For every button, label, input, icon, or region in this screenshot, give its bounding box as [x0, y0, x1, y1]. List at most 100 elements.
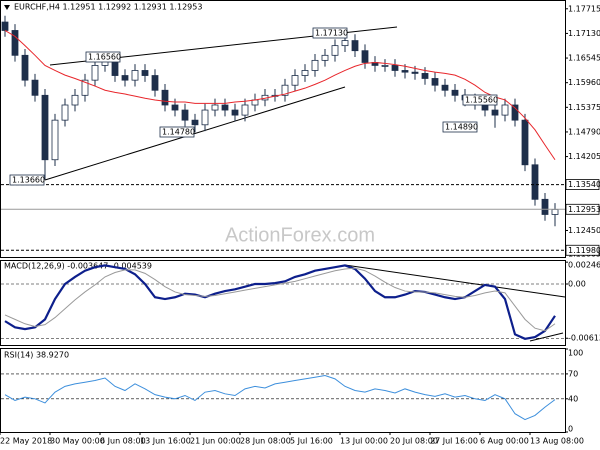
- y-tick-label: 1.17715: [568, 4, 600, 13]
- annotation-box: [462, 94, 498, 106]
- candle-body: [161, 89, 169, 106]
- x-tick-label: 21 Jun 00:00: [190, 437, 241, 446]
- current-price-box: [565, 203, 600, 215]
- x-tick-label: 5 Jul 16:00: [290, 437, 333, 446]
- candle-body: [301, 70, 309, 76]
- y-tick-label: 1.17130: [568, 29, 600, 38]
- candle-body: [321, 54, 329, 61]
- annotation-label: 1.14890: [445, 123, 478, 132]
- candle-body: [401, 70, 409, 73]
- annotation-box: [85, 51, 121, 63]
- annotation-label: 1.16560: [88, 53, 121, 62]
- candle-body: [521, 119, 529, 166]
- candle-body: [141, 70, 149, 76]
- moving-average-line: [4, 30, 556, 161]
- y-tick-label: 1.14205: [568, 152, 600, 161]
- panel-title: EURCHF,H4 1.12951 1.12992 1.12931 1.1295…: [14, 3, 202, 12]
- macd-panel-frame: [0, 260, 566, 346]
- y-tick-label: -0.006136: [568, 334, 600, 343]
- indicator-line: [4, 375, 556, 421]
- candle-body: [281, 84, 289, 96]
- y-tick-label: 70: [568, 369, 578, 378]
- x-tick-label: 6 Jun 08:00: [100, 437, 146, 446]
- x-tick-label: 20 Jul 08:00: [390, 437, 438, 446]
- level-label-box: [565, 179, 600, 190]
- candle-body: [431, 78, 439, 86]
- candle-body: [81, 79, 89, 96]
- candle-body: [131, 70, 139, 81]
- candle-body: [501, 104, 509, 116]
- x-tick-label: 13 Aug 08:00: [530, 437, 584, 446]
- level-label: 1.13540: [568, 180, 600, 189]
- x-tick-label: 30 May 00:00: [50, 437, 105, 446]
- annotation-box: [442, 121, 478, 133]
- candle-body: [291, 75, 299, 86]
- current-price-label: 1.12953: [568, 205, 600, 214]
- candle-body: [341, 40, 349, 47]
- candle-body: [451, 89, 459, 96]
- y-tick-label: 1.16545: [568, 54, 600, 63]
- candle-body: [21, 54, 29, 81]
- candle-body: [41, 94, 49, 161]
- candle-body: [541, 198, 549, 215]
- candle-body: [211, 104, 219, 111]
- price-panel-frame: [0, 0, 566, 258]
- y-tick-label: 0: [568, 425, 573, 434]
- candle-body: [441, 84, 449, 91]
- annotation-box: [312, 27, 348, 39]
- y-tick-label: 1.15375: [568, 103, 600, 112]
- y-tick-label: 40: [568, 394, 578, 403]
- candle-body: [351, 40, 359, 52]
- x-tick-label: 6 Aug 00:00: [480, 437, 529, 446]
- annotation-label: 1.17130: [315, 29, 348, 38]
- level-label: 1.11980: [568, 246, 600, 255]
- x-tick-label: 13 Jul 00:00: [340, 437, 388, 446]
- candle-body: [191, 119, 199, 126]
- indicator-line: [4, 264, 556, 340]
- annotation-box: [9, 174, 45, 186]
- candle-body: [11, 30, 19, 56]
- panel-title: MACD(12,26,9) -0.003647 -0.004539: [4, 262, 152, 271]
- indicator-line: [4, 267, 556, 332]
- candle-body: [71, 94, 79, 106]
- candle-body: [201, 109, 209, 126]
- candle-body: [391, 65, 399, 71]
- candle-body: [231, 109, 239, 116]
- trendline: [529, 332, 564, 342]
- y-tick-label: 1.14790: [568, 127, 600, 136]
- candle-body: [411, 71, 419, 74]
- title-icon: [4, 5, 10, 10]
- level-label-box: [565, 244, 600, 256]
- candle-body: [171, 104, 179, 111]
- annotation-label: 1.14780: [162, 128, 195, 137]
- x-tick-label: 28 Jun 08:00: [240, 437, 291, 446]
- x-tick-label: 13 Jun 16:00: [140, 437, 191, 446]
- candle-body: [551, 209, 559, 215]
- candle-body: [61, 104, 69, 121]
- candle-body: [381, 65, 389, 67]
- trendline: [344, 264, 566, 298]
- annotation-label: 1.13660: [12, 176, 45, 185]
- candle-body: [221, 104, 229, 111]
- annotation-box: [159, 126, 195, 138]
- candle-body: [421, 73, 429, 79]
- y-tick-label: 1.12450: [568, 226, 600, 235]
- candle-body: [361, 50, 369, 63]
- candle-body: [181, 109, 189, 121]
- y-tick-label: 1.15960: [568, 78, 600, 87]
- rsi-panel-frame: [0, 348, 566, 433]
- x-tick-label: 27 Jul 16:00: [430, 437, 478, 446]
- trendline: [44, 86, 346, 181]
- candle-body: [311, 59, 319, 71]
- candle-body: [331, 45, 339, 56]
- y-tick-label: 0.00: [568, 279, 586, 288]
- candle-body: [31, 79, 39, 96]
- candle-body: [241, 104, 249, 116]
- panel-title: RSI(14) 38.9270: [4, 351, 69, 360]
- y-tick-label: 0.002469: [568, 261, 600, 270]
- annotation-label: 1.15560: [465, 96, 498, 105]
- watermark: ActionForex.com: [225, 224, 375, 246]
- candle-body: [51, 119, 59, 161]
